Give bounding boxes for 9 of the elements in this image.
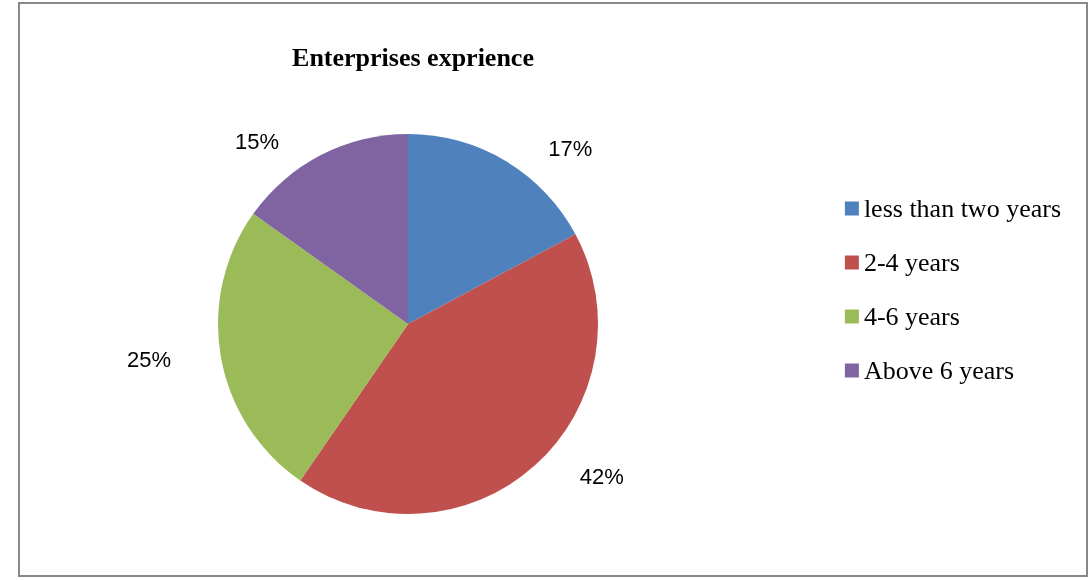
data-label: 42% (579, 464, 624, 490)
data-label: 25% (127, 347, 172, 373)
data-label: 15% (235, 129, 280, 155)
legend-label: 4-6 years (863, 302, 960, 331)
chart-title: Enterprises exprience (292, 42, 534, 72)
data-label: 17% (548, 135, 593, 161)
legend-label: less than two years (863, 194, 1061, 223)
legend-label: 2-4 years (863, 248, 960, 277)
legend-label: Above 6 years (863, 356, 1015, 385)
